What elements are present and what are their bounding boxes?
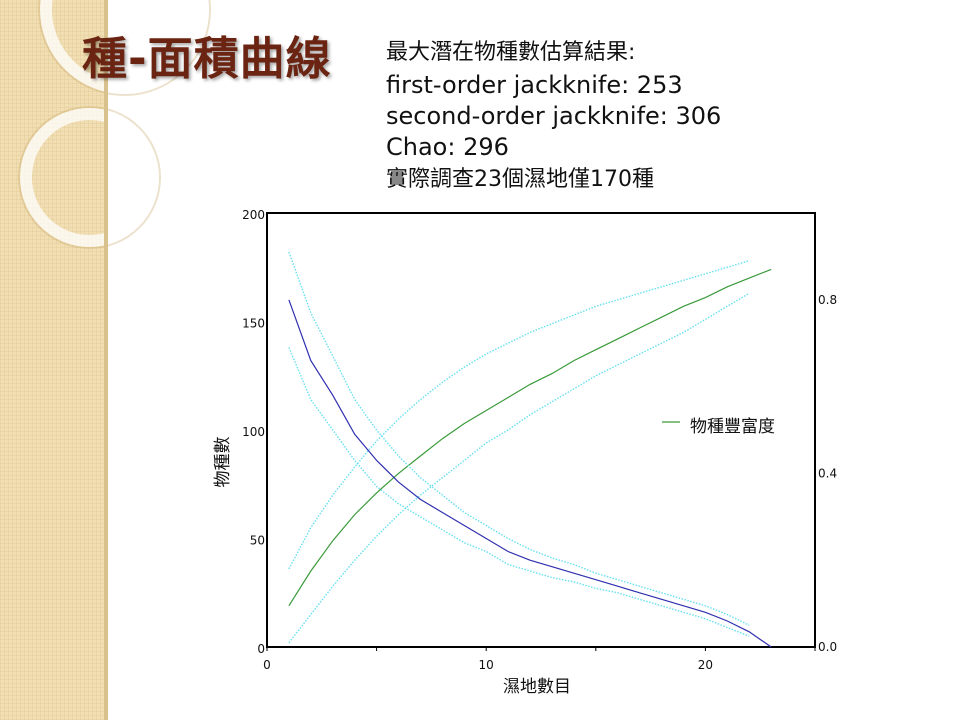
- x-tick-label: 0: [263, 658, 271, 672]
- y-tick-label: 100: [242, 425, 265, 439]
- x-tick-label: 20: [698, 658, 713, 672]
- estimate-results: 最大潛在物種數估算結果: first-order jackknife: 253 …: [386, 36, 721, 197]
- confidence-band-line-4: [288, 251, 750, 626]
- x-tick-label: 10: [479, 658, 494, 672]
- confidence-band-line-5: [288, 347, 750, 637]
- y2-tick-label: 0.4: [818, 466, 837, 480]
- x-axis-title: 濕地數目: [503, 677, 571, 697]
- confidence-band-line-2: [288, 292, 750, 644]
- decorative-side-band: [0, 0, 209, 720]
- chart-legend: 物種豐富度: [662, 417, 775, 437]
- legend-label: 物種豐富度: [690, 417, 775, 437]
- y-axis-title: 物種數: [213, 437, 233, 488]
- estimate-heading: 最大潛在物種數估算結果:: [386, 40, 636, 65]
- series-line-0: [288, 268, 772, 607]
- estimate-first-order-jackknife: first-order jackknife: 253: [386, 71, 683, 99]
- side-band-edge: [104, 0, 108, 720]
- y-tick-label: 200: [242, 208, 265, 222]
- y-tick-label: 150: [242, 317, 265, 331]
- y-tick-label: 0: [257, 642, 265, 656]
- series-line-3: [288, 299, 772, 648]
- confidence-band-line-1: [288, 260, 750, 570]
- slide-title: 種-面積曲線: [82, 32, 332, 85]
- plot-frame: [266, 212, 816, 648]
- estimate-second-order-jackknife: second-order jackknife: 306: [386, 102, 722, 130]
- y2-tick-label: 0.0: [818, 640, 837, 654]
- y-tick-label: 50: [250, 534, 265, 548]
- y2-tick-label: 0.8: [818, 293, 837, 307]
- estimate-chao: Chao: 296: [386, 133, 509, 161]
- estimate-actual-survey: 實際調查23個濕地僅170種: [386, 167, 654, 192]
